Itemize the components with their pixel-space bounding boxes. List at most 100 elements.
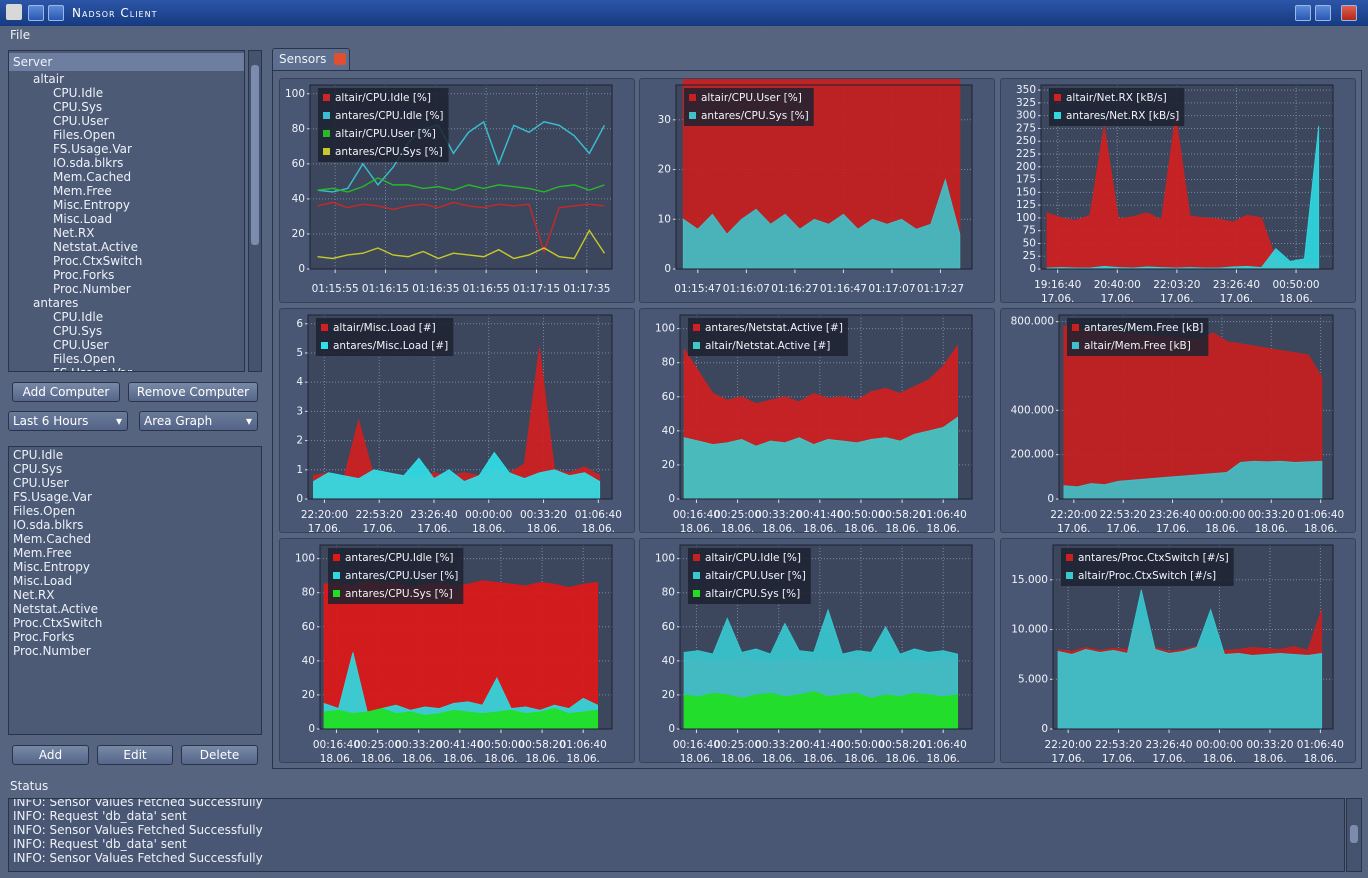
x-tick-label: 22:53:20: [356, 509, 403, 521]
sensor-item[interactable]: CPU.Idle: [13, 448, 64, 462]
tree-leaf[interactable]: Misc.Load: [53, 212, 113, 226]
scroll-thumb[interactable]: [251, 65, 259, 245]
edit-button[interactable]: Edit: [97, 745, 173, 765]
legend-background: [1049, 88, 1185, 126]
x-tick-label: 01:06:40: [575, 509, 622, 521]
tree-leaf[interactable]: FS.Usage.Var: [53, 366, 132, 371]
x-tick-label: 00:41:40: [796, 739, 843, 751]
tree-leaf[interactable]: CPU.User: [53, 338, 109, 352]
chart: 0 20 40 60 80 100 01:15:55 01:16:15 01:16:35 01:1…: [285, 84, 613, 295]
y-tick-label: 60: [292, 158, 305, 170]
series-line: [317, 229, 606, 260]
tree-node[interactable]: altair: [33, 72, 65, 86]
sensor-item[interactable]: Misc.Entropy: [13, 560, 90, 574]
add-computer-button[interactable]: Add Computer: [12, 382, 120, 402]
y-tick-label: 0: [668, 723, 675, 735]
y-tick-label: 5: [296, 347, 303, 359]
tree-leaf[interactable]: Files.Open: [53, 128, 116, 142]
legend-swatch: [693, 572, 700, 579]
x-tick-label: 00:16:40: [673, 509, 720, 521]
tree-leaf[interactable]: IO.sda.blkrs: [53, 156, 124, 170]
x-tick-date: 18.06.: [484, 753, 517, 762]
sensor-item[interactable]: IO.sda.blkrs: [13, 518, 84, 532]
x-tick-label: 00:50:00: [477, 739, 524, 751]
sensor-item[interactable]: Proc.Forks: [13, 630, 75, 644]
sensor-item[interactable]: Proc.Number: [13, 644, 91, 658]
x-tick-date: 18.06.: [443, 753, 476, 762]
tree-leaf[interactable]: CPU.Idle: [53, 310, 104, 324]
plot-frame: [309, 84, 613, 270]
delete-button[interactable]: Delete: [181, 745, 258, 765]
log-scrollbar[interactable]: [1346, 798, 1362, 872]
legend-label: altair/Netstat.Active [#]: [705, 340, 830, 352]
sensor-item[interactable]: Files.Open: [13, 504, 76, 518]
legend-swatch: [1066, 572, 1073, 579]
sensor-item[interactable]: Proc.CtxSwitch: [13, 616, 103, 630]
sensor-item[interactable]: Net.RX: [13, 588, 55, 602]
sensor-item[interactable]: Netstat.Active: [13, 602, 99, 616]
sensor-item[interactable]: CPU.Sys: [13, 462, 63, 476]
tree-leaf[interactable]: Net.RX: [53, 226, 95, 240]
legend-label: antares/Net.RX [kB/s]: [1066, 110, 1179, 122]
chart-cell: 0 20 40 60 80 100 01:15:55 01:16:15 01:16:35 01:1…: [279, 78, 635, 303]
y-tick-label: 6: [296, 318, 303, 330]
x-tick-label: 22:20:00: [1045, 739, 1092, 751]
x-tick-date: 17.06.: [417, 523, 450, 532]
y-tick-label: 80: [662, 587, 675, 599]
x-tick-date: 17.06.: [1152, 753, 1185, 762]
remove-computer-button[interactable]: Remove Computer: [128, 382, 258, 402]
graph-type-select[interactable]: Area Graph ▾: [139, 411, 258, 431]
tree-leaf[interactable]: CPU.Idle: [53, 86, 104, 100]
minimize-button[interactable]: [1295, 5, 1311, 21]
x-tick-label: 00:41:40: [436, 739, 483, 751]
y-tick-label: 1: [296, 464, 303, 476]
x-tick-label: 20:40:00: [1094, 279, 1141, 291]
chart-cell: 0 20 40 60 80 100 00:16:40 18.06. 00:25:00 18.06.…: [279, 538, 635, 765]
x-tick-label: 19:16:40: [1034, 279, 1081, 291]
sensor-item[interactable]: Misc.Load: [13, 574, 73, 588]
log-line: INFO: Request 'db_data' sent: [13, 809, 187, 823]
time-range-select[interactable]: Last 6 Hours ▾: [8, 411, 128, 431]
sticky-button[interactable]: [48, 5, 64, 21]
tab-close[interactable]: [334, 53, 346, 65]
y-tick-label: 4: [296, 376, 303, 388]
tree-leaf[interactable]: Files.Open: [53, 352, 116, 366]
y-tick-label: 30: [658, 114, 671, 126]
x-tick-label: 23:26:40: [1149, 509, 1196, 521]
tree-leaf[interactable]: Mem.Cached: [53, 170, 132, 184]
sensor-item[interactable]: Mem.Free: [13, 546, 72, 560]
menu-file[interactable]: File: [10, 28, 31, 42]
y-tick-label: 20: [292, 228, 305, 240]
add-button[interactable]: Add: [12, 745, 89, 765]
sensor-item[interactable]: Mem.Cached: [13, 532, 92, 546]
tree-leaf[interactable]: Proc.Forks: [53, 268, 115, 282]
series-line: [317, 201, 605, 254]
tree-leaf[interactable]: CPU.Sys: [53, 100, 103, 114]
tree-scrollbar[interactable]: [248, 50, 262, 372]
tree-leaf[interactable]: Proc.Number: [53, 282, 131, 296]
legend-swatch: [1066, 554, 1073, 561]
legend-label: altair/CPU.Idle [%]: [705, 552, 801, 564]
tree-leaf[interactable]: CPU.User: [53, 114, 109, 128]
tree-leaf[interactable]: Proc.CtxSwitch: [53, 254, 143, 268]
legend-label: altair/CPU.Sys [%]: [705, 588, 800, 600]
sensor-item[interactable]: CPU.User: [13, 476, 69, 490]
tree-leaf[interactable]: Misc.Entropy: [53, 198, 130, 212]
x-tick-date: 17.06.: [1160, 293, 1193, 302]
tree-leaf[interactable]: FS.Usage.Var: [53, 142, 132, 156]
tree-leaf[interactable]: Netstat.Active: [53, 240, 139, 254]
y-tick-label: 60: [662, 391, 675, 403]
maximize-button[interactable]: [1315, 5, 1331, 21]
sensors-tab[interactable]: Sensors: [272, 48, 350, 70]
shade-button[interactable]: [28, 5, 44, 21]
x-tick-label: 00:50:00: [1272, 279, 1319, 291]
legend-swatch: [693, 590, 700, 597]
tree-leaf[interactable]: CPU.Sys: [53, 324, 103, 338]
close-button[interactable]: [1341, 5, 1357, 21]
scroll-thumb[interactable]: [1350, 825, 1358, 843]
x-tick-date: 18.06.: [803, 523, 836, 532]
sensor-item[interactable]: FS.Usage.Var: [13, 490, 92, 504]
tree-leaf[interactable]: Mem.Free: [53, 184, 112, 198]
tree-node[interactable]: antares: [33, 296, 79, 310]
chart: 0 200.000 400.000 800.000 22:20:00 17.06. 22:5…: [1011, 314, 1344, 535]
